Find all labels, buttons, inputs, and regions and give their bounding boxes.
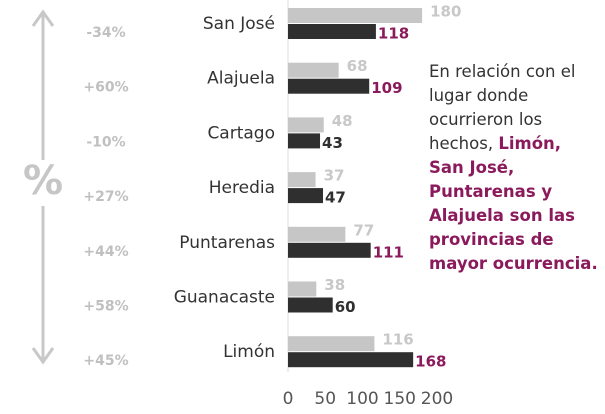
change-label: +58% [83, 299, 128, 315]
annotation-text: En relación con el lugar donde ocurriero… [429, 62, 576, 153]
change-label: +27% [83, 189, 128, 205]
value-label: 68 [347, 57, 368, 75]
value-label: 60 [335, 298, 356, 316]
change-label: +60% [83, 80, 128, 96]
x-tick-label: 50 [314, 389, 336, 409]
annotation: En relación con el lugar donde ocurriero… [429, 60, 599, 276]
value-label: 118 [378, 25, 409, 43]
bar [288, 352, 414, 368]
value-label: 109 [371, 79, 402, 97]
axis-symbol: % [23, 158, 63, 204]
bar [288, 62, 339, 78]
change-label: -10% [86, 134, 125, 150]
bar [288, 172, 316, 188]
category-label: Alajuela [207, 69, 275, 89]
category-label: Heredia [209, 178, 275, 198]
category-label: Limón [223, 342, 275, 362]
bar [288, 8, 423, 23]
value-label: 116 [382, 331, 413, 349]
category-label: Guanacaste [174, 288, 275, 308]
value-label: 43 [322, 134, 343, 152]
category-label: Cartago [207, 123, 275, 143]
bar [288, 281, 317, 297]
bar [288, 297, 333, 313]
value-label: 111 [373, 243, 404, 261]
x-tick-label: 200 [421, 389, 453, 409]
arrow [31, 9, 55, 365]
value-label: 38 [324, 276, 345, 294]
value-label: 180 [430, 3, 461, 21]
bar [288, 133, 321, 149]
change-label: +44% [83, 244, 128, 260]
value-label: 37 [324, 167, 345, 185]
bar [288, 188, 324, 204]
value-label: 47 [325, 189, 346, 207]
bar [288, 226, 346, 242]
x-tick-label: 0 [283, 389, 294, 409]
bar [288, 78, 370, 94]
value-label: 48 [332, 112, 353, 130]
annotation-text: Limón, San José, Puntarenas y Alajuela s… [429, 134, 598, 273]
bar [288, 24, 376, 39]
change-label: +45% [83, 353, 128, 369]
category-label: San José [203, 14, 275, 34]
bar [288, 336, 375, 352]
category-label: Puntarenas [179, 233, 275, 253]
x-tick-label: 150 [384, 389, 416, 409]
x-tick-label: 100 [346, 389, 378, 409]
value-label: 168 [415, 353, 446, 371]
value-label: 77 [353, 221, 374, 239]
change-label: -34% [86, 25, 125, 41]
bar [288, 242, 371, 258]
bar [288, 117, 324, 133]
